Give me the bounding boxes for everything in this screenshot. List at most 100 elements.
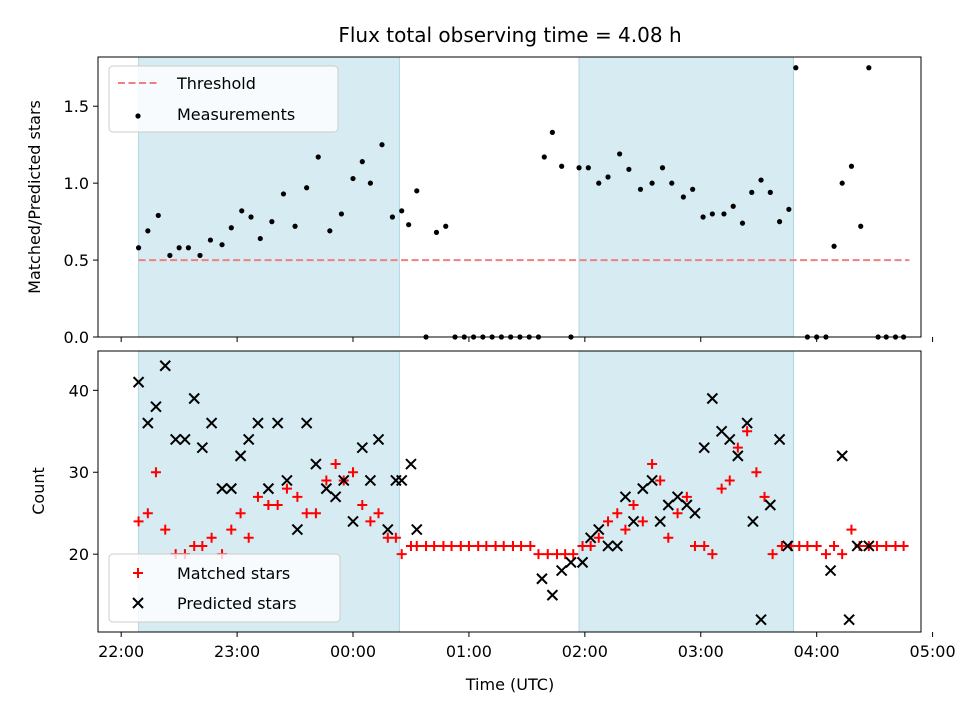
predicted-star-point (142, 417, 154, 429)
plot-frame (97, 350, 922, 633)
legend-box (108, 553, 341, 623)
measurement-point (185, 245, 192, 251)
matched-star-point (348, 467, 359, 478)
predicted-star-point (281, 474, 293, 487)
predicted-star-point (300, 417, 313, 429)
matched-star-point (742, 426, 753, 437)
x-tick-label: 02:00 (562, 642, 608, 661)
measurement-point (315, 154, 321, 160)
predicted-star-point (364, 474, 377, 487)
matched-star-point (663, 532, 674, 543)
measurement-point (197, 252, 203, 259)
predicted-star-point (671, 491, 684, 503)
measurement-point (239, 208, 245, 214)
legend-measurements-swatch (135, 113, 141, 119)
predicted-star-point (395, 474, 408, 487)
predicted-star-point (646, 474, 658, 487)
matched-star-point (446, 540, 457, 551)
matched-star-point (206, 532, 217, 543)
matched-star-point (498, 540, 509, 551)
measurement-point (541, 154, 547, 160)
measurement-point (399, 208, 405, 214)
matched-star-point (716, 483, 727, 494)
predicted-star-point (565, 556, 577, 569)
measurement-point (155, 212, 161, 219)
matched-star-point (142, 508, 153, 519)
predicted-star-point (706, 392, 719, 405)
matched-star-point (681, 491, 692, 502)
legend-top: Threshold Measurements (108, 65, 339, 133)
matched-star-point (881, 540, 892, 551)
measurement-point (730, 203, 736, 209)
y-tick-label: 20 (69, 545, 89, 564)
matched-star-point (568, 549, 579, 560)
matched-star-point (301, 508, 312, 519)
predicted-star-point (338, 474, 350, 487)
measurement-point (389, 214, 396, 220)
measurement-point (848, 163, 855, 169)
measurement-point (228, 225, 234, 231)
predicted-star-point (824, 564, 837, 577)
measurement-point (605, 174, 611, 180)
predicted-star-point (576, 556, 589, 569)
measurement-point (292, 223, 298, 229)
matched-star-point (252, 491, 263, 502)
matched-star-point (585, 540, 596, 551)
legend-matched-swatch (133, 568, 143, 578)
matched-star-point (411, 540, 422, 551)
matched-star-point (396, 549, 407, 560)
matched-star-point (243, 532, 254, 543)
matched-star-point (481, 540, 492, 551)
predicted-star-point (593, 523, 605, 536)
matched-star-point (724, 475, 735, 486)
measurement-point (248, 214, 254, 220)
matched-star-point (647, 459, 658, 470)
shaded-observing-span (578, 56, 794, 338)
measurement-point (626, 166, 632, 172)
predicted-star-point (619, 491, 632, 503)
top-panel: 0.0 0.5 1.0 1.5 Threshold Measurements (64, 56, 934, 347)
measurement-point (559, 163, 565, 169)
plot-frame (97, 56, 922, 338)
predicted-star-point (755, 614, 767, 626)
x-tick-label: 00:00 (330, 642, 376, 661)
predicted-star-point (836, 450, 848, 462)
measurement-point (749, 189, 755, 195)
predicted-star-point (132, 376, 145, 388)
predicted-star-point (196, 441, 209, 454)
legend-box (108, 65, 339, 133)
measurement-point (767, 189, 773, 195)
matched-star-point (846, 524, 857, 535)
matched-star-point (133, 516, 144, 527)
matched-star-point (321, 475, 332, 486)
matched-star-point (516, 540, 527, 551)
predicted-star-point (773, 433, 786, 446)
predicted-star-point (405, 458, 417, 470)
measurement-point (659, 165, 666, 171)
predicted-star-point (310, 458, 322, 470)
predicted-star-point (252, 417, 264, 429)
predicted-star-point (159, 360, 171, 372)
measurement-point (359, 159, 365, 165)
legend-matched-label: Matched stars (177, 564, 290, 583)
matched-star-point (226, 524, 237, 535)
predicted-star-point (188, 392, 200, 405)
y-tick-label: 40 (69, 381, 89, 400)
matched-star-point (330, 459, 341, 470)
matched-star-point (542, 549, 553, 560)
predicted-star-point (411, 523, 423, 536)
predicted-star-point (546, 589, 559, 601)
y-tick-label: 0.5 (64, 251, 89, 270)
measurement-point (721, 211, 727, 217)
measurement-point (596, 180, 602, 186)
matched-star-point (829, 540, 840, 551)
matched-star-point (707, 549, 718, 560)
matched-star-point (699, 540, 710, 551)
x-tick-label: 23:00 (214, 642, 260, 661)
matched-star-point (751, 467, 762, 478)
matched-star-point (767, 549, 778, 560)
measurement-point (269, 219, 275, 225)
x-axis-label: Time (UTC) (465, 675, 554, 694)
predicted-star-point (764, 499, 777, 511)
